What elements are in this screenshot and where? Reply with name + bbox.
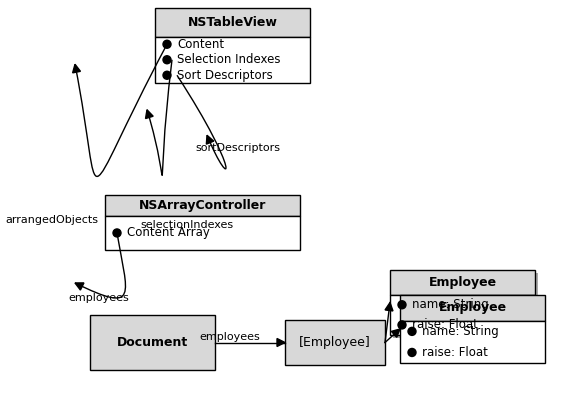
Circle shape — [398, 301, 406, 309]
Bar — [400, 295, 545, 321]
Circle shape — [113, 229, 121, 237]
Text: employees: employees — [68, 293, 128, 303]
Circle shape — [163, 56, 171, 64]
Polygon shape — [277, 339, 285, 347]
Bar — [155, 37, 310, 83]
Polygon shape — [75, 283, 84, 290]
Circle shape — [398, 321, 406, 329]
Polygon shape — [145, 110, 153, 119]
Bar — [105, 195, 300, 216]
Bar — [90, 315, 215, 370]
Text: Document: Document — [117, 336, 188, 349]
Text: name: String: name: String — [422, 325, 499, 338]
Circle shape — [408, 349, 416, 357]
Polygon shape — [385, 303, 393, 311]
Text: selectionIndexes: selectionIndexes — [140, 220, 233, 230]
Polygon shape — [207, 135, 214, 144]
Text: Employee: Employee — [428, 276, 496, 289]
Text: employees: employees — [200, 332, 260, 342]
Text: Content: Content — [177, 38, 224, 51]
Circle shape — [163, 40, 171, 48]
Text: Sort Descriptors: Sort Descriptors — [177, 69, 273, 82]
Text: Content Array: Content Array — [127, 226, 210, 239]
Text: sortDescriptors: sortDescriptors — [195, 143, 280, 153]
Text: raise: Float: raise: Float — [422, 346, 488, 359]
Text: Employee: Employee — [439, 301, 507, 314]
Bar — [105, 216, 300, 250]
Text: NSArrayController: NSArrayController — [139, 199, 266, 212]
Bar — [400, 321, 545, 363]
Circle shape — [163, 71, 171, 79]
Bar — [390, 295, 535, 335]
Text: Selection Indexes: Selection Indexes — [177, 53, 281, 66]
Bar — [393, 273, 538, 338]
Bar — [285, 320, 385, 365]
Text: arrangedObjects: arrangedObjects — [5, 215, 98, 225]
Polygon shape — [72, 64, 80, 73]
Text: name: String: name: String — [412, 298, 489, 311]
Polygon shape — [391, 329, 400, 337]
Circle shape — [408, 328, 416, 335]
Bar — [390, 270, 535, 295]
Bar — [155, 8, 310, 37]
Text: [Employee]: [Employee] — [299, 336, 371, 349]
Text: NSTableView: NSTableView — [187, 16, 277, 29]
Text: raise: Float: raise: Float — [412, 318, 478, 331]
